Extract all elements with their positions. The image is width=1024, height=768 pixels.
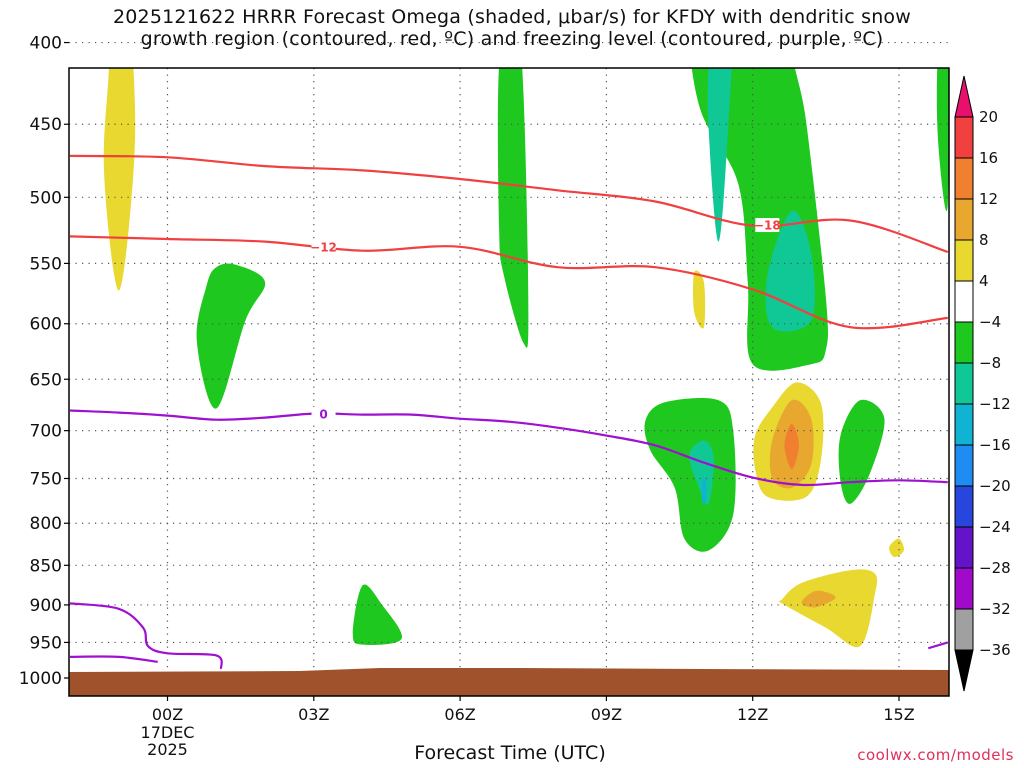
y-tick-label: 550 bbox=[30, 254, 62, 274]
omega-shaded-region bbox=[693, 270, 706, 329]
y-tick-label: 650 bbox=[30, 370, 62, 390]
colorbar-label: −12 bbox=[979, 395, 1011, 413]
x-tick-label: 06Z bbox=[444, 705, 475, 724]
colorbar-label: 8 bbox=[979, 231, 989, 249]
x-axis-label: Forecast Time (UTC) bbox=[414, 742, 606, 764]
y-tick-label: 500 bbox=[30, 188, 62, 208]
colorbar-label: −8 bbox=[979, 354, 1001, 372]
colorbar-label: 16 bbox=[979, 149, 998, 167]
x-tick-sublabel: 17DEC bbox=[141, 723, 195, 742]
colorbar-swatch bbox=[954, 198, 974, 241]
omega-shaded-region bbox=[689, 440, 714, 506]
x-tick-label: 12Z bbox=[737, 705, 768, 724]
omega-shaded-region bbox=[497, 68, 529, 348]
colorbar-swatch bbox=[954, 526, 974, 569]
colorbar-label: 12 bbox=[979, 190, 998, 208]
omega-shaded-region bbox=[838, 399, 885, 504]
chart-title-line-2: growth region (contoured, red, ºC) and f… bbox=[140, 28, 884, 50]
colorbar-swatch bbox=[954, 157, 974, 200]
y-tick-label: 400 bbox=[30, 34, 62, 54]
contour-label: −18 bbox=[754, 219, 781, 233]
x-tick-label: 03Z bbox=[298, 705, 329, 724]
colorbar-swatch bbox=[954, 362, 974, 405]
colorbar-swatch bbox=[954, 567, 974, 610]
colorbar-cap-top bbox=[954, 75, 974, 118]
omega-shaded-region bbox=[889, 538, 905, 558]
contour-label-bg bbox=[311, 240, 336, 255]
colorbar-swatch bbox=[954, 321, 974, 364]
colorbar-swatch bbox=[954, 485, 974, 528]
contour-label: 0 bbox=[319, 407, 327, 421]
y-tick-label: 1000 bbox=[19, 669, 62, 689]
omega-shaded-region bbox=[644, 397, 736, 552]
colorbar-swatch bbox=[954, 280, 974, 323]
ground-surface bbox=[69, 668, 949, 696]
colorbar-label: −20 bbox=[979, 477, 1011, 495]
colorbar-label: −36 bbox=[979, 641, 1011, 659]
x-tick-label: 15Z bbox=[883, 705, 914, 724]
x-tick-sublabel: 2025 bbox=[147, 740, 188, 759]
contour-line bbox=[69, 655, 158, 663]
omega-shaded-region bbox=[936, 68, 949, 212]
omega-shaded-region bbox=[777, 569, 878, 648]
credit-link[interactable]: coolwx.com/models bbox=[857, 746, 1014, 764]
colorbar-swatch bbox=[954, 608, 974, 651]
contour-line bbox=[69, 409, 948, 487]
contour-line bbox=[69, 154, 949, 254]
colorbar-swatch bbox=[954, 444, 974, 487]
omega-shaded-region bbox=[701, 477, 707, 504]
colorbar-label: 20 bbox=[979, 108, 998, 126]
colorbar-label: −4 bbox=[979, 313, 1001, 331]
y-tick-label: 950 bbox=[30, 633, 62, 653]
colorbar-swatch bbox=[954, 116, 974, 159]
colorbar-label: −24 bbox=[979, 518, 1011, 536]
colorbar-label: −32 bbox=[979, 600, 1011, 618]
colorbar-cap-bottom bbox=[954, 649, 974, 692]
omega-shaded-region bbox=[196, 263, 266, 409]
y-tick-label: 900 bbox=[30, 596, 62, 616]
contour-line bbox=[69, 235, 948, 330]
omega-shaded-region bbox=[765, 210, 815, 332]
y-tick-label: 800 bbox=[30, 514, 62, 534]
omega-shaded-region bbox=[352, 584, 403, 646]
contour-line bbox=[69, 602, 223, 670]
omega-shaded-region bbox=[707, 68, 732, 242]
chart-title-line-1: 2025121622 HRRR Forecast Omega (shaded, … bbox=[112, 6, 912, 28]
x-tick-label: 09Z bbox=[591, 705, 622, 724]
plot-frame bbox=[68, 67, 950, 697]
colorbar-label: 4 bbox=[979, 272, 989, 290]
contour-line bbox=[927, 641, 949, 650]
y-tick-label: 600 bbox=[30, 315, 62, 335]
omega-shaded-region bbox=[801, 590, 836, 608]
contour-label-bg bbox=[311, 406, 336, 421]
colorbar-label: −16 bbox=[979, 436, 1011, 454]
omega-shaded-region bbox=[784, 423, 799, 470]
y-tick-label: 700 bbox=[30, 422, 62, 442]
contour-label: −12 bbox=[310, 241, 337, 255]
y-tick-label: 850 bbox=[30, 556, 62, 576]
colorbar-label: −28 bbox=[979, 559, 1011, 577]
colorbar-swatch bbox=[954, 403, 974, 446]
y-tick-label: 450 bbox=[30, 115, 62, 135]
y-tick-label: 750 bbox=[30, 469, 62, 489]
colorbar-swatch bbox=[954, 239, 974, 282]
omega-shaded-region bbox=[103, 68, 136, 291]
x-tick-label: 00Z bbox=[152, 705, 183, 724]
contour-label-bg bbox=[755, 218, 780, 233]
chart-title: 2025121622 HRRR Forecast Omega (shaded, … bbox=[0, 6, 1024, 50]
